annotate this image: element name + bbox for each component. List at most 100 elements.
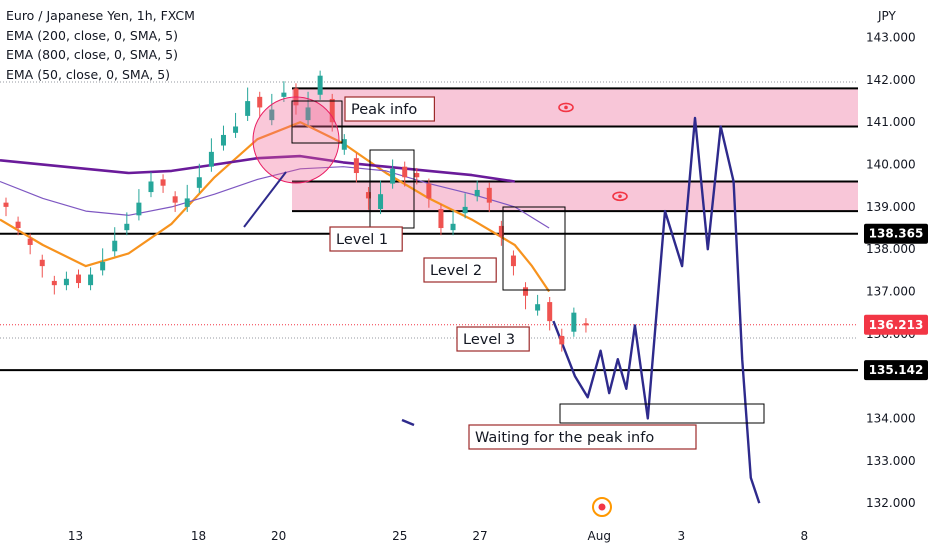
x-tick-label: 18: [191, 529, 206, 543]
x-tick-label: 25: [392, 529, 407, 543]
y-tick-label: 138.000: [866, 242, 916, 256]
candle-body[interactable]: [523, 287, 529, 296]
candle-body[interactable]: [233, 126, 239, 133]
eye-icon[interactable]: [558, 102, 574, 113]
candle-body[interactable]: [378, 194, 384, 209]
x-tick-label: Aug: [588, 529, 611, 543]
candle-body[interactable]: [124, 223, 130, 231]
candle-body[interactable]: [317, 75, 323, 95]
currency-label: JPY: [877, 9, 897, 23]
price-tag-label: 138.365: [869, 227, 924, 241]
candle-body[interactable]: [184, 198, 190, 207]
candle-body[interactable]: [136, 202, 142, 216]
candle-body[interactable]: [365, 192, 371, 199]
candle-body[interactable]: [450, 223, 456, 231]
annotation-box[interactable]: [456, 326, 530, 352]
supply-zone-2[interactable]: [292, 181, 858, 212]
candle-body[interactable]: [498, 225, 504, 237]
price-tag-1[interactable]: [864, 223, 928, 244]
candle-body[interactable]: [559, 335, 565, 345]
legend-symbol[interactable]: Euro / Japanese Yen, 1h, FXCM: [6, 8, 195, 23]
price-tag-label: 135.142: [869, 363, 924, 377]
level-box-1[interactable]: [291, 100, 343, 144]
candle-body[interactable]: [172, 196, 178, 203]
x-tick-label: 3: [677, 529, 685, 543]
y-tick-label: 142.000: [866, 73, 916, 87]
y-tick-label: 137.000: [866, 285, 916, 299]
annotation-label: Level 3: [463, 332, 515, 348]
candle-body[interactable]: [510, 255, 516, 267]
candle-body[interactable]: [353, 158, 359, 174]
y-tick-label: 139.000: [866, 200, 916, 214]
eye-pupil-icon: [618, 194, 622, 199]
chart-legend: Euro / Japanese Yen, 1h, FXCM EMA (200, …: [6, 6, 195, 84]
y-tick-label: 140.000: [866, 158, 916, 172]
candle-body[interactable]: [245, 101, 251, 116]
annotation-box[interactable]: [344, 96, 436, 122]
annotation-label: Peak info: [351, 102, 417, 118]
candle-body[interactable]: [462, 206, 468, 214]
candle-body[interactable]: [438, 208, 444, 229]
candle-body[interactable]: [88, 274, 94, 286]
y-tick-label: 133.000: [866, 454, 916, 468]
candle-body[interactable]: [27, 238, 33, 245]
candle-body[interactable]: [305, 107, 311, 121]
candle-body[interactable]: [160, 179, 166, 186]
annotation-box[interactable]: [423, 257, 497, 283]
candle-body[interactable]: [341, 139, 347, 150]
candle-body[interactable]: [63, 278, 69, 286]
candle-body[interactable]: [329, 98, 335, 123]
candle-body[interactable]: [281, 92, 287, 97]
candle-body[interactable]: [571, 312, 577, 332]
projection-path[interactable]: [552, 116, 761, 504]
y-tick-label: 132.000: [866, 496, 916, 510]
ema50-line[interactable]: [0, 121, 551, 293]
candle-body[interactable]: [208, 151, 214, 167]
candle-body[interactable]: [474, 189, 480, 197]
annotation-box[interactable]: [329, 226, 403, 252]
candle-body[interactable]: [112, 240, 118, 252]
peak-circle[interactable]: [252, 96, 340, 184]
candle-body[interactable]: [547, 302, 553, 322]
candle-body[interactable]: [269, 109, 275, 121]
candle-body[interactable]: [390, 168, 396, 184]
candle-body[interactable]: [15, 221, 21, 229]
price-tag-3[interactable]: [864, 314, 928, 335]
annotation-label: Waiting for the peak info: [475, 430, 654, 446]
level-box-4[interactable]: [559, 403, 765, 424]
candle-body[interactable]: [583, 323, 589, 326]
legend-ema200[interactable]: EMA (200, close, 0, SMA, 5): [6, 27, 178, 43]
candle-body[interactable]: [486, 187, 492, 203]
candle-body[interactable]: [535, 304, 541, 311]
candle-body[interactable]: [51, 280, 57, 286]
trend-line[interactable]: [243, 171, 287, 228]
candle-body[interactable]: [220, 134, 226, 146]
y-tick-label: 134.000: [866, 411, 916, 425]
eye-pupil-icon: [564, 105, 568, 110]
price-tag-label: 136.213: [869, 318, 924, 332]
x-tick-label: 27: [472, 529, 487, 543]
candle-body[interactable]: [196, 177, 202, 188]
candle-body[interactable]: [257, 96, 263, 108]
candle-body[interactable]: [426, 183, 432, 199]
eye-icon[interactable]: [612, 191, 628, 202]
ema800-line[interactable]: [0, 166, 550, 229]
price-tag-2[interactable]: [864, 360, 928, 381]
legend-ema800[interactable]: EMA (800, close, 0, SMA, 5): [6, 47, 178, 62]
level-box-3[interactable]: [502, 206, 566, 291]
legend-ema50[interactable]: EMA (50, close, 0, SMA, 5): [6, 66, 171, 82]
short-dash-line[interactable]: [401, 418, 415, 427]
candle-body[interactable]: [402, 166, 408, 178]
annotation-label: Level 1: [336, 232, 388, 248]
candle-body[interactable]: [75, 274, 81, 284]
annotation-box[interactable]: [468, 424, 697, 450]
candle-body[interactable]: [39, 259, 45, 267]
y-tick-label: 143.000: [866, 31, 916, 45]
candle-body[interactable]: [148, 181, 154, 193]
candle-body[interactable]: [3, 202, 9, 207]
candle-body[interactable]: [100, 261, 106, 271]
event-marker-dot: [598, 503, 606, 511]
candle-body[interactable]: [414, 173, 420, 178]
